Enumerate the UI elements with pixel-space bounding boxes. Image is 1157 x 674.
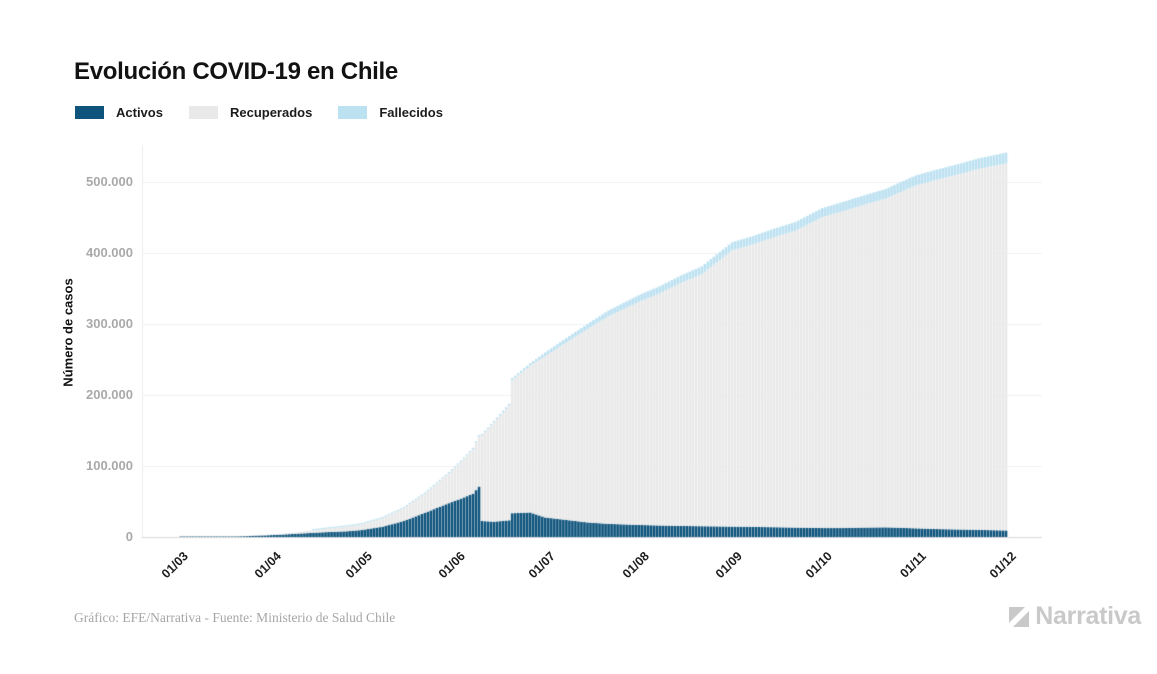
page-title: Evolución COVID-19 en Chile: [74, 58, 398, 86]
legend-item-activos: Activos: [75, 105, 163, 120]
legend-label: Activos: [116, 105, 163, 120]
legend-item-fallecidos: Fallecidos: [338, 105, 443, 120]
legend-label: Recuperados: [229, 105, 313, 120]
activos-swatch-icon: [75, 106, 104, 119]
legend-item-recuperados: Recuperados: [188, 105, 313, 120]
chart-legend: Activos Recuperados Fallecidos: [75, 105, 443, 120]
source-credit: Gráfico: EFE/Narrativa - Fuente: Ministe…: [74, 610, 396, 625]
y-tick-label: 400.000: [86, 245, 133, 260]
y-tick-label: 300.000: [86, 316, 133, 331]
y-tick-label: 0: [125, 529, 133, 544]
recuperados-swatch-icon: [188, 106, 218, 119]
y-axis-title: Número de casos: [60, 278, 76, 387]
legend-label: Fallecidos: [379, 105, 443, 120]
y-tick-label: 500.000: [86, 174, 133, 189]
narrativa-icon: [1009, 606, 1030, 627]
fallecidos-swatch-icon: [338, 106, 368, 119]
brand-name: Narrativa: [1035, 602, 1141, 630]
y-tick-label: 100.000: [86, 458, 133, 473]
y-tick-label: 200.000: [86, 387, 133, 402]
brand-logo: Narrativa: [1006, 602, 1141, 631]
